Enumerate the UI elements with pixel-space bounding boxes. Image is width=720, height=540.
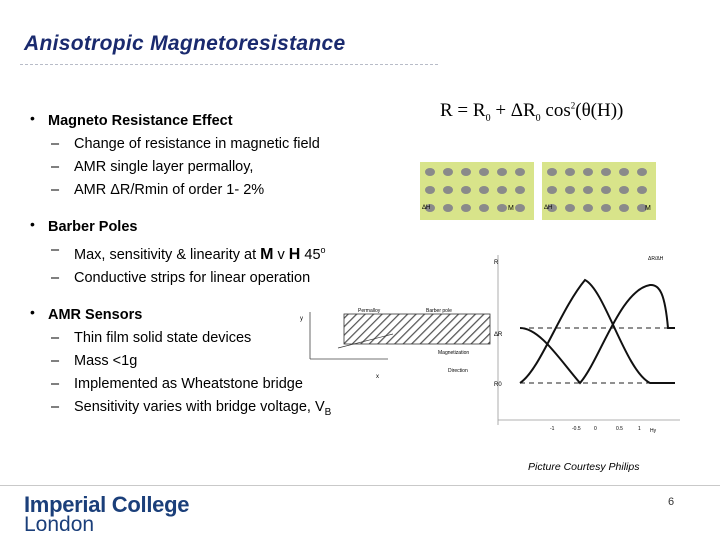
svg-text:Direction: Direction xyxy=(448,368,468,374)
moment-dot xyxy=(479,168,489,176)
sub-item: – AMR ΔR/Rmin of order 1- 2% xyxy=(51,182,265,198)
svg-text:M: M xyxy=(508,205,514,212)
moment-grid-left: ΔH M xyxy=(420,162,534,220)
bullet-marker: • xyxy=(30,216,35,232)
moment-dot xyxy=(583,168,593,176)
x-tick-label: 0.5 xyxy=(616,426,623,432)
moment-dot xyxy=(637,186,647,194)
x-tick-label: -1 xyxy=(550,426,555,432)
sub-item: – Conductive strips for linear operation xyxy=(51,269,311,286)
bullet-marker: • xyxy=(30,110,35,126)
moment-dot xyxy=(619,186,629,194)
bullet-magneto-resistance: • Magneto Resistance Effect – Change of r… xyxy=(24,110,444,202)
svg-text:ΔR/ΔH: ΔR/ΔH xyxy=(648,256,664,262)
moment-dot xyxy=(619,168,629,176)
moment-dot xyxy=(497,204,507,212)
moment-dot xyxy=(461,186,471,194)
sub-item: – Implemented as Wheatstone bridge xyxy=(51,375,303,392)
resistance-curve-figure: R ΔR R0 ΔR/ΔH -1 -0.5 0 0.5 1 Hy xyxy=(494,255,680,434)
svg-text:ΔH: ΔH xyxy=(544,205,552,211)
x-tick-label: 1 xyxy=(638,426,641,432)
svg-text:Magnetization: Magnetization xyxy=(438,350,469,356)
svg-text:ΔH: ΔH xyxy=(422,205,430,211)
svg-text:M: M xyxy=(645,205,651,212)
bullet-barber-poles: • Barber Poles – Max, sensitivity & linea… xyxy=(24,216,444,290)
x-tick-label: 0 xyxy=(594,426,597,432)
logo-imperial-college: Imperial College xyxy=(24,492,190,517)
bullet-marker: • xyxy=(30,303,35,320)
moment-dot xyxy=(425,168,435,176)
svg-text:R: R xyxy=(494,260,499,266)
moment-dot xyxy=(565,204,575,212)
svg-text:ΔR: ΔR xyxy=(494,332,503,338)
bullet-heading: AMR Sensors xyxy=(48,306,143,323)
x-tick-label: -0.5 xyxy=(572,426,581,432)
magnetic-moment-figure: ΔH M ΔH M xyxy=(420,162,656,220)
bullet-heading: Barber Poles xyxy=(48,219,138,235)
sub-item: – Mass <1g xyxy=(51,352,138,369)
moment-dot xyxy=(565,168,575,176)
sub-item: – Sensitivity varies with bridge voltage,… xyxy=(51,398,332,418)
moment-dot xyxy=(461,204,471,212)
svg-text:Barber pole: Barber pole xyxy=(426,308,452,314)
moment-dot xyxy=(601,204,611,212)
svg-text:y: y xyxy=(300,316,303,322)
moment-dot xyxy=(565,186,575,194)
sub-item: – AMR single layer permalloy, xyxy=(51,159,254,175)
svg-text:R0: R0 xyxy=(494,382,502,388)
svg-text:Hy: Hy xyxy=(650,428,657,434)
moment-dot xyxy=(583,186,593,194)
bullet-list: • Magneto Resistance Effect – Change of r… xyxy=(24,110,444,438)
moment-dot xyxy=(547,204,557,212)
footer-divider xyxy=(0,485,720,486)
logo-london: London xyxy=(24,513,95,536)
moment-dot xyxy=(461,168,471,176)
moment-dot xyxy=(547,168,557,176)
picture-caption: Picture Courtesy Philips xyxy=(528,461,640,473)
moment-dot xyxy=(583,204,593,212)
slide-title: Anisotropic Magnetoresistance xyxy=(24,32,346,55)
sub-item: – Max, sensitivity & linearity at M v H 4… xyxy=(51,242,326,263)
svg-text:Permalloy: Permalloy xyxy=(358,308,381,314)
moment-dot xyxy=(515,204,525,212)
svg-text:x: x xyxy=(376,374,379,380)
moment-dot xyxy=(547,186,557,194)
amr-formula: R = R0 + ΔR0 cos2(θ(H)) xyxy=(440,100,624,124)
page-number: 6 xyxy=(668,496,675,508)
barber-pole-diagram: y x Permalloy Barber pole Magnetization … xyxy=(300,308,491,380)
moment-dot xyxy=(515,168,525,176)
moment-dot xyxy=(497,168,507,176)
moment-dot xyxy=(479,204,489,212)
moment-dot xyxy=(425,186,435,194)
moment-dot xyxy=(601,168,611,176)
moment-dot xyxy=(443,204,453,212)
moment-dot xyxy=(515,186,525,194)
moment-dot xyxy=(601,186,611,194)
moment-dot xyxy=(479,186,489,194)
moment-dot xyxy=(497,186,507,194)
moment-dot xyxy=(637,168,647,176)
moment-dot xyxy=(619,204,629,212)
moment-dot xyxy=(443,168,453,176)
bullet-heading: Magneto Resistance Effect xyxy=(48,113,233,129)
moment-dot xyxy=(637,204,647,212)
sub-item: – Change of resistance in magnetic field xyxy=(51,136,320,152)
bullet-amr-sensors: • AMR Sensors – Thin film solid state dev… xyxy=(24,304,444,424)
sub-item: – Thin film solid state devices xyxy=(51,329,252,346)
moment-grid-right: ΔH M xyxy=(542,162,656,220)
title-divider xyxy=(20,64,438,65)
moment-dot xyxy=(425,204,435,212)
moment-dot xyxy=(443,186,453,194)
